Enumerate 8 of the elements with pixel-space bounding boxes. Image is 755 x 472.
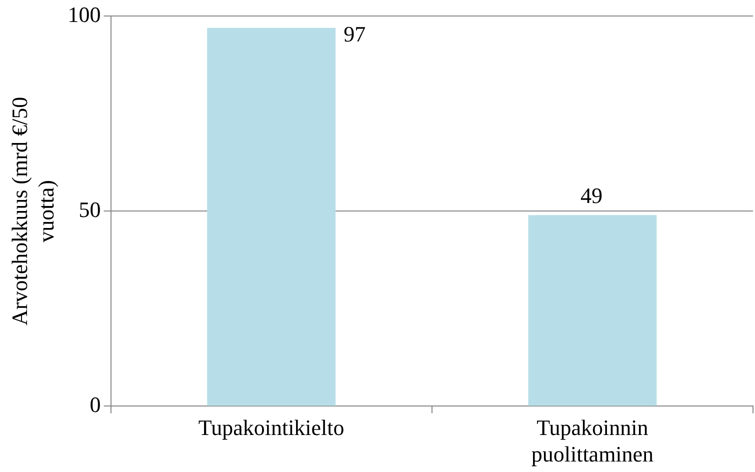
x-tick-label: Tupakoinnin puolittaminen bbox=[531, 415, 654, 467]
data-label: 49 bbox=[580, 182, 602, 208]
y-axis-title: Arvotehokkuus (mrd €/50 vuotta) bbox=[6, 96, 58, 326]
y-tick-label: 50 bbox=[78, 196, 101, 222]
y-tick-label: 0 bbox=[90, 392, 101, 417]
x-tick-label: Tupakointikielto bbox=[198, 415, 344, 440]
y-tick-label: 100 bbox=[68, 2, 101, 27]
data-label: 97 bbox=[344, 22, 366, 47]
